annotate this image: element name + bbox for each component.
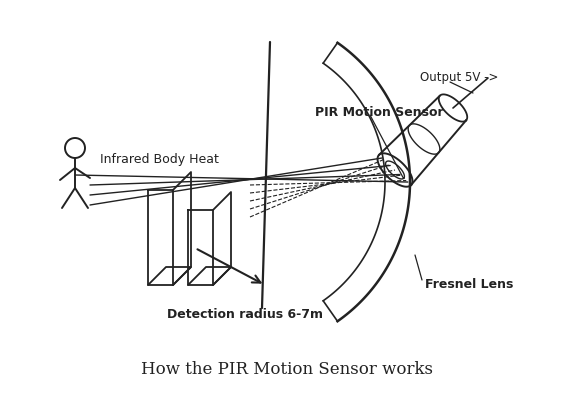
- Text: Output 5V ->: Output 5V ->: [420, 72, 498, 84]
- Text: How the PIR Motion Sensor works: How the PIR Motion Sensor works: [141, 361, 433, 378]
- Text: PIR Motion Sensor: PIR Motion Sensor: [315, 105, 444, 119]
- Text: Detection radius 6-7m: Detection radius 6-7m: [167, 308, 323, 322]
- Text: Infrared Body Heat: Infrared Body Heat: [100, 154, 219, 166]
- Text: Fresnel Lens: Fresnel Lens: [425, 279, 513, 291]
